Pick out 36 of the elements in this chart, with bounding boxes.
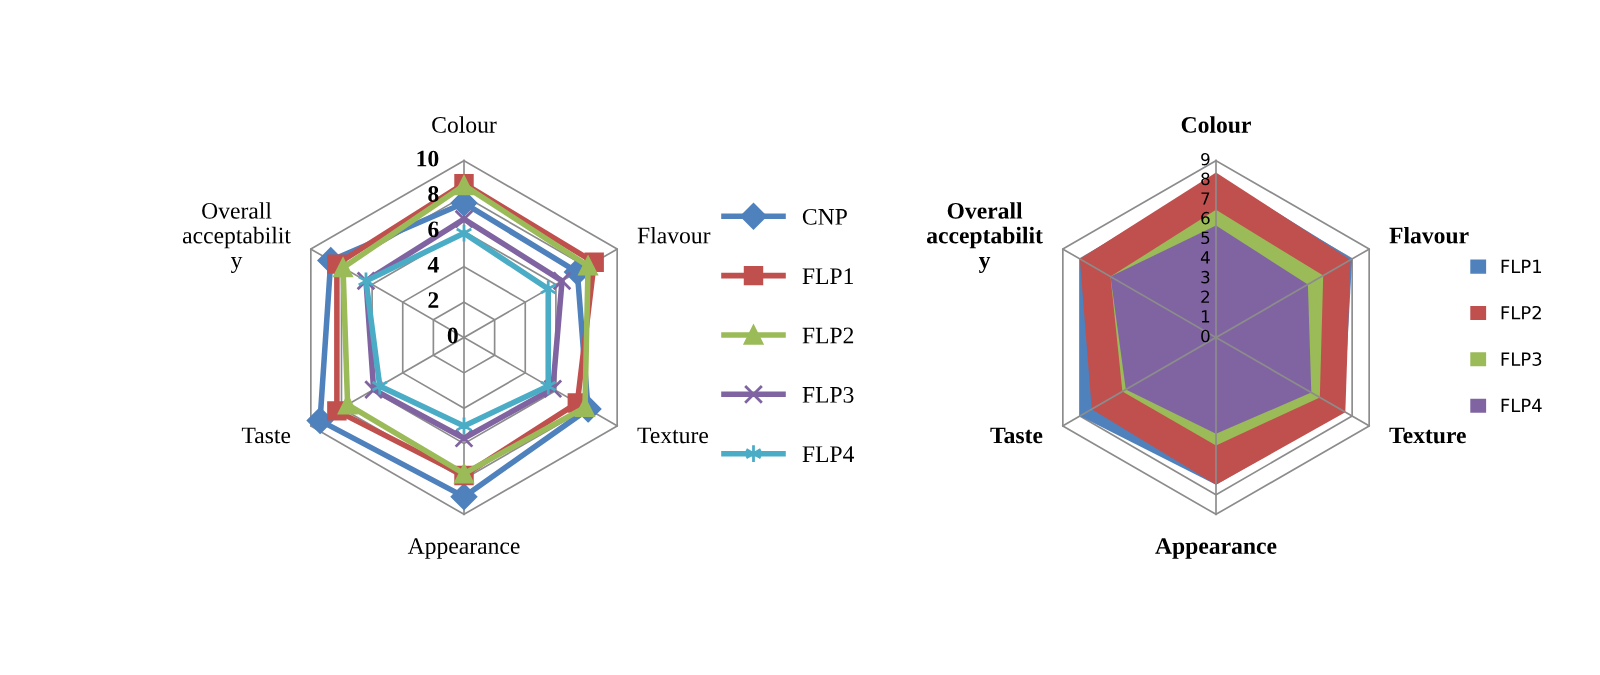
legend-label: FLP4	[1501, 398, 1542, 413]
legend-label: FLP1	[1501, 259, 1542, 273]
y-tick-label: 8	[428, 186, 439, 202]
spoke-label: Appearance	[407, 538, 520, 559]
spoke-label: Texture	[1389, 427, 1466, 444]
spoke-label: Overall acceptabilit y	[926, 202, 1043, 274]
y-tick-label: 2	[1201, 290, 1210, 303]
y-tick-label: 0	[447, 327, 458, 344]
y-tick-label: 4	[1200, 251, 1210, 264]
legend-label: FLP4	[802, 446, 855, 462]
spoke-label: Taste	[241, 427, 291, 444]
y-tick-label: 1	[1201, 310, 1210, 323]
spoke-label: Texture	[637, 427, 708, 444]
y-tick-label: 5	[1201, 231, 1210, 245]
y-tick-label: 2	[428, 292, 439, 308]
y-tick-label: 6	[1201, 211, 1210, 225]
y-tick-label: 7	[1201, 192, 1210, 205]
legend-label: CNP	[802, 208, 847, 225]
y-tick-label: 3	[1201, 270, 1210, 284]
legend-label: FLP1	[802, 268, 853, 284]
spoke-label: Colour	[1181, 116, 1251, 133]
legend-label: FLP2	[1501, 305, 1541, 320]
y-tick-label: 9	[1201, 152, 1210, 166]
legend-label: FLP3	[802, 386, 854, 403]
y-tick-label: 6	[428, 221, 439, 238]
spoke-label: Flavour	[637, 226, 711, 244]
spoke-label: Overall acceptabilit y	[182, 202, 291, 274]
spoke-label: Flavour	[1389, 226, 1469, 244]
spoke-label: Taste	[990, 427, 1043, 444]
legend-label: FLP3	[1501, 352, 1542, 366]
y-tick-label: 0	[1201, 329, 1210, 343]
spoke-label: Appearance	[1155, 538, 1277, 559]
legend-label: FLP2	[802, 327, 854, 344]
y-tick-label: 4	[427, 256, 439, 273]
y-tick-label: 10	[417, 150, 439, 167]
spoke-label: Colour	[432, 116, 497, 133]
